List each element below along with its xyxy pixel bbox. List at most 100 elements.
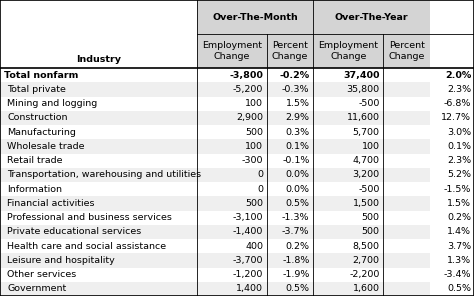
Text: 0.0%: 0.0% bbox=[285, 185, 310, 194]
Bar bbox=[197, 125, 267, 139]
Text: 5,700: 5,700 bbox=[353, 128, 380, 137]
Bar bbox=[0, 82, 197, 96]
Text: 1.3%: 1.3% bbox=[447, 256, 471, 265]
Bar bbox=[313, 182, 383, 196]
Bar bbox=[267, 82, 313, 96]
Text: Leisure and hospitality: Leisure and hospitality bbox=[7, 256, 115, 265]
Text: -1.3%: -1.3% bbox=[282, 213, 310, 222]
Text: 100: 100 bbox=[362, 142, 380, 151]
Text: 0.5%: 0.5% bbox=[447, 284, 471, 293]
Text: -3,800: -3,800 bbox=[229, 71, 263, 80]
Text: -0.2%: -0.2% bbox=[279, 71, 310, 80]
Text: Mining and logging: Mining and logging bbox=[7, 99, 97, 108]
Bar bbox=[313, 111, 383, 125]
Text: 8,500: 8,500 bbox=[353, 242, 380, 251]
Text: 35,800: 35,800 bbox=[346, 85, 380, 94]
Bar bbox=[267, 96, 313, 111]
Bar bbox=[267, 68, 313, 82]
Bar bbox=[383, 282, 430, 296]
Text: -3.7%: -3.7% bbox=[282, 227, 310, 237]
Bar bbox=[267, 168, 313, 182]
Bar bbox=[267, 154, 313, 168]
Text: -500: -500 bbox=[358, 185, 380, 194]
Bar bbox=[383, 196, 430, 210]
Bar bbox=[197, 239, 267, 253]
Bar bbox=[267, 268, 313, 282]
Text: 1.5%: 1.5% bbox=[285, 99, 310, 108]
Bar bbox=[383, 239, 430, 253]
Bar bbox=[313, 210, 383, 225]
Text: Industry: Industry bbox=[76, 55, 121, 64]
Text: 0.2%: 0.2% bbox=[447, 213, 471, 222]
Text: -1.8%: -1.8% bbox=[282, 256, 310, 265]
Text: Retail trade: Retail trade bbox=[7, 156, 63, 165]
Bar bbox=[0, 96, 197, 111]
Bar bbox=[0, 168, 197, 182]
Text: -1.5%: -1.5% bbox=[444, 185, 471, 194]
Bar bbox=[267, 239, 313, 253]
Text: 500: 500 bbox=[362, 227, 380, 237]
Text: -3,700: -3,700 bbox=[233, 256, 263, 265]
Bar bbox=[267, 182, 313, 196]
Bar bbox=[0, 282, 197, 296]
Text: Professional and business services: Professional and business services bbox=[7, 213, 172, 222]
Bar bbox=[383, 268, 430, 282]
Bar bbox=[383, 154, 430, 168]
Text: Employment
Change: Employment Change bbox=[202, 41, 262, 61]
Text: Private educational services: Private educational services bbox=[7, 227, 141, 237]
Bar bbox=[0, 154, 197, 168]
Text: 12.7%: 12.7% bbox=[441, 113, 471, 123]
Text: 2.9%: 2.9% bbox=[285, 113, 310, 123]
Text: 0.3%: 0.3% bbox=[285, 128, 310, 137]
Bar bbox=[313, 154, 383, 168]
Bar bbox=[267, 253, 313, 268]
Bar bbox=[383, 182, 430, 196]
Bar bbox=[267, 34, 313, 68]
Bar bbox=[0, 253, 197, 268]
Bar bbox=[197, 68, 267, 82]
Text: 0: 0 bbox=[257, 170, 263, 179]
Text: 5.2%: 5.2% bbox=[447, 170, 471, 179]
Text: 2.0%: 2.0% bbox=[445, 71, 471, 80]
Text: 2,900: 2,900 bbox=[236, 113, 263, 123]
Bar bbox=[197, 225, 267, 239]
Bar bbox=[383, 139, 430, 154]
Text: 4,700: 4,700 bbox=[353, 156, 380, 165]
Text: 1.5%: 1.5% bbox=[447, 199, 471, 208]
Text: Manufacturing: Manufacturing bbox=[7, 128, 76, 137]
Text: 1,600: 1,600 bbox=[353, 284, 380, 293]
Bar bbox=[0, 111, 197, 125]
Text: -1.9%: -1.9% bbox=[282, 270, 310, 279]
Text: 2.3%: 2.3% bbox=[447, 85, 471, 94]
Text: 0.5%: 0.5% bbox=[285, 199, 310, 208]
Text: Percent
Change: Percent Change bbox=[272, 41, 308, 61]
Text: 2.3%: 2.3% bbox=[447, 156, 471, 165]
Text: -5,200: -5,200 bbox=[233, 85, 263, 94]
Bar bbox=[313, 139, 383, 154]
Bar bbox=[383, 210, 430, 225]
Bar bbox=[267, 225, 313, 239]
Text: 100: 100 bbox=[245, 142, 263, 151]
Bar bbox=[267, 139, 313, 154]
Text: 500: 500 bbox=[245, 128, 263, 137]
Bar bbox=[0, 139, 197, 154]
Bar bbox=[383, 68, 430, 82]
Text: 2,700: 2,700 bbox=[353, 256, 380, 265]
Text: 500: 500 bbox=[362, 213, 380, 222]
Bar bbox=[313, 268, 383, 282]
Text: -3,100: -3,100 bbox=[233, 213, 263, 222]
Text: Employment
Change: Employment Change bbox=[319, 41, 378, 61]
Bar bbox=[0, 239, 197, 253]
Bar bbox=[197, 82, 267, 96]
Text: 1,400: 1,400 bbox=[236, 284, 263, 293]
Text: 400: 400 bbox=[245, 242, 263, 251]
Text: Transportation, warehousing and utilities: Transportation, warehousing and utilitie… bbox=[7, 170, 201, 179]
Bar bbox=[267, 282, 313, 296]
Bar bbox=[197, 210, 267, 225]
Bar bbox=[197, 168, 267, 182]
Bar bbox=[0, 225, 197, 239]
Bar bbox=[0, 196, 197, 210]
Text: -300: -300 bbox=[242, 156, 263, 165]
Bar bbox=[197, 282, 267, 296]
Bar bbox=[313, 68, 383, 82]
